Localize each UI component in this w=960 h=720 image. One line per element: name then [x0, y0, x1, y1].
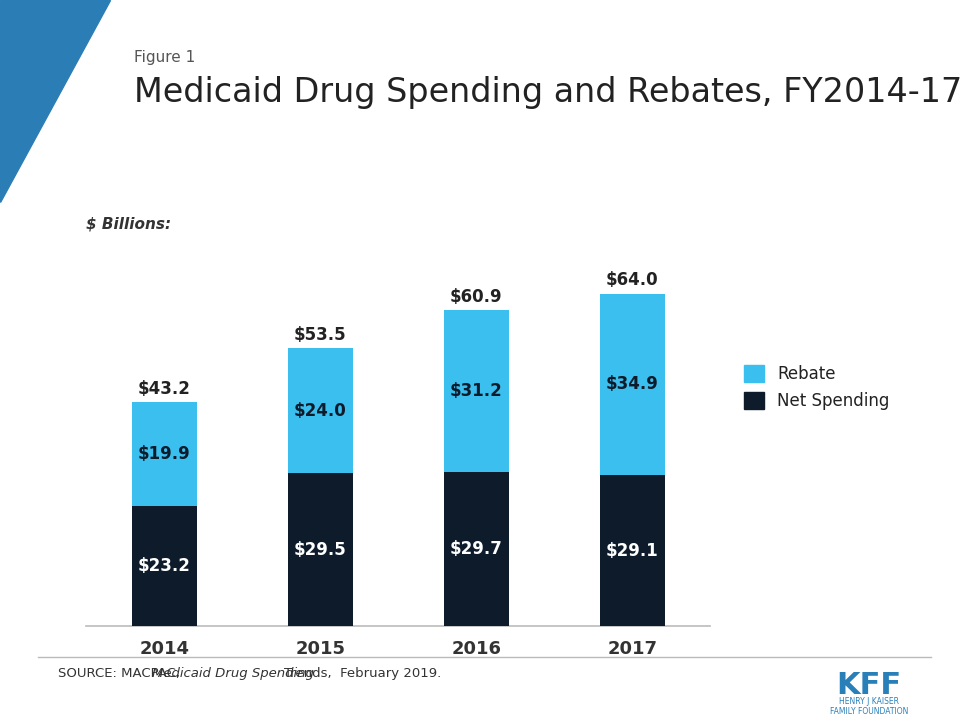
- Bar: [600, 475, 665, 626]
- Bar: [444, 310, 509, 472]
- Text: Medicaid Drug Spending and Rebates, FY2014-17: Medicaid Drug Spending and Rebates, FY20…: [134, 76, 960, 109]
- Text: $43.2: $43.2: [138, 379, 191, 397]
- Text: $31.2: $31.2: [450, 382, 503, 400]
- Bar: [444, 472, 509, 626]
- Bar: [288, 473, 353, 626]
- Text: Trends,  February 2019.: Trends, February 2019.: [284, 667, 442, 680]
- Text: SOURCE: MACPAC,: SOURCE: MACPAC,: [58, 667, 184, 680]
- Legend: Rebate, Net Spending: Rebate, Net Spending: [744, 365, 889, 410]
- Text: Figure 1: Figure 1: [134, 50, 196, 66]
- Text: $60.9: $60.9: [450, 287, 503, 305]
- Text: $23.2: $23.2: [138, 557, 191, 575]
- Text: HENRY J KAISER
FAMILY FOUNDATION: HENRY J KAISER FAMILY FOUNDATION: [829, 697, 908, 716]
- Text: $34.9: $34.9: [606, 375, 659, 393]
- Text: $29.7: $29.7: [450, 540, 503, 558]
- Text: $29.1: $29.1: [606, 541, 659, 559]
- Text: $ Billions:: $ Billions:: [86, 217, 172, 232]
- Text: $24.0: $24.0: [294, 402, 347, 420]
- Text: KFF: KFF: [836, 671, 901, 700]
- Text: Medicaid Drug Spending: Medicaid Drug Spending: [152, 667, 314, 680]
- Bar: [600, 294, 665, 475]
- Text: $64.0: $64.0: [606, 271, 659, 289]
- Text: $19.9: $19.9: [138, 445, 191, 463]
- Text: $53.5: $53.5: [294, 326, 347, 344]
- Bar: [288, 348, 353, 473]
- Bar: [132, 402, 197, 505]
- Text: $29.5: $29.5: [294, 541, 347, 559]
- Bar: [132, 505, 197, 626]
